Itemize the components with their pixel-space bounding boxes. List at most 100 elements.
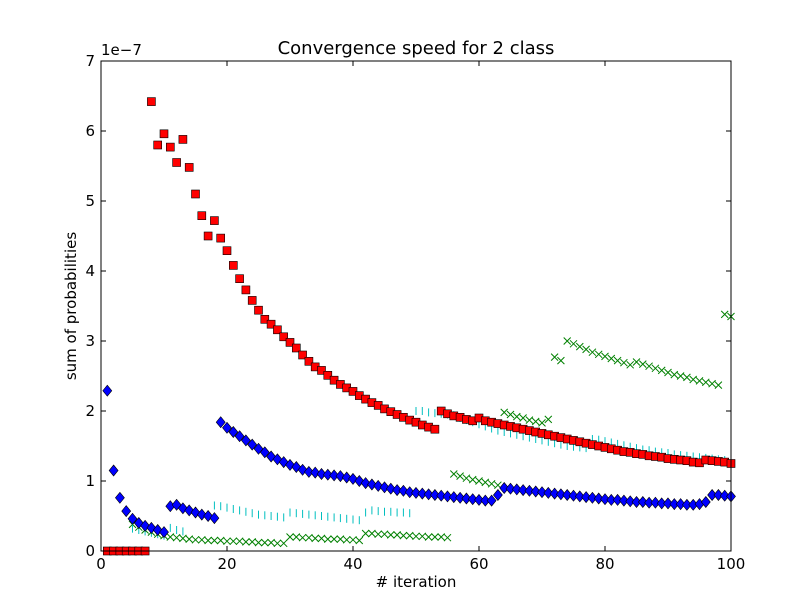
diamond-marker [593, 492, 604, 505]
diamond-marker [530, 485, 541, 498]
x-marker [695, 377, 704, 385]
x-marker [418, 532, 427, 541]
x-marker [557, 356, 565, 365]
x-marker [336, 535, 345, 543]
square-marker [291, 343, 301, 353]
x-marker [305, 533, 313, 542]
x-marker [607, 354, 616, 363]
x-marker [462, 474, 471, 483]
diamond-marker [568, 489, 579, 502]
square-marker [241, 285, 251, 295]
x-marker [626, 360, 635, 369]
diamond-marker [461, 492, 472, 505]
diamond-marker [625, 495, 636, 508]
x-marker [368, 529, 376, 538]
square-marker [254, 305, 263, 315]
x-marker [437, 533, 446, 541]
x-marker [254, 538, 263, 547]
square-marker [216, 233, 225, 243]
chart-title: Convergence speed for 2 class [278, 38, 555, 59]
diamond-marker [310, 466, 321, 479]
x-marker [311, 534, 320, 543]
x-marker [701, 378, 710, 387]
diamond-marker [713, 489, 724, 501]
diamond-marker [392, 484, 402, 497]
x-marker [223, 537, 231, 546]
x-marker [525, 416, 534, 424]
x-marker [531, 417, 540, 426]
x-marker [550, 353, 559, 361]
diamond-marker [486, 494, 497, 507]
diamond-marker [442, 490, 453, 503]
diamond-marker [241, 434, 251, 447]
diamond-marker [574, 490, 585, 503]
x-marker [235, 537, 244, 546]
diamond-marker [637, 496, 648, 508]
diamond-marker [398, 484, 409, 497]
diamond-marker [700, 496, 711, 508]
diamond-marker [423, 488, 434, 501]
y-tick-label: 0 [85, 542, 95, 560]
x-tick-label: 20 [217, 555, 236, 573]
square-marker [210, 216, 219, 225]
x-marker [475, 477, 483, 485]
x-marker [689, 375, 698, 384]
diamond-marker [341, 471, 352, 484]
diamond-marker [247, 438, 258, 451]
x-marker [412, 532, 420, 541]
diamond-marker [379, 481, 390, 494]
x-marker [279, 539, 288, 548]
x-marker [487, 479, 496, 488]
diamond-marker [474, 493, 484, 506]
x-marker [664, 368, 672, 377]
x-marker [431, 533, 439, 541]
diamond-marker [385, 482, 396, 495]
diamond-marker [127, 512, 138, 525]
diamond-marker [209, 512, 220, 525]
x-marker [449, 470, 458, 478]
diamond-marker [159, 526, 169, 539]
square-marker [197, 211, 207, 220]
series-diamond [102, 384, 736, 539]
x-marker [185, 535, 194, 543]
x-marker [519, 414, 527, 422]
x-marker [197, 535, 206, 544]
x-marker [292, 533, 301, 541]
x-marker [500, 408, 509, 417]
diamond-marker [184, 504, 195, 517]
square-marker [260, 314, 270, 324]
square-marker [304, 356, 314, 366]
diamond-marker [612, 493, 623, 506]
x-marker [361, 529, 370, 538]
x-marker [172, 533, 181, 542]
x-marker [620, 358, 628, 367]
x-marker [588, 348, 597, 357]
diamond-marker [587, 491, 598, 504]
y-tick-label: 5 [85, 192, 95, 210]
square-marker [178, 135, 188, 144]
x-tick-label: 100 [717, 555, 746, 573]
diamond-marker [411, 486, 421, 499]
series-square [103, 97, 736, 556]
diamond-marker [675, 498, 686, 511]
diamond-marker [493, 489, 503, 501]
diamond-marker [619, 494, 629, 507]
square-marker [203, 231, 213, 241]
square-marker [323, 370, 333, 380]
square-marker [247, 296, 257, 305]
diamond-marker [455, 491, 465, 504]
diamond-marker [467, 493, 478, 506]
x-tick-label: 60 [469, 555, 488, 573]
diamond-marker [600, 493, 610, 506]
diamond-marker [562, 489, 573, 501]
x-marker [544, 415, 553, 424]
x-marker [210, 536, 219, 545]
diamond-marker [196, 508, 207, 521]
x-marker [720, 310, 729, 319]
diamond-marker [417, 487, 428, 500]
square-marker [298, 350, 307, 360]
x-marker [248, 538, 257, 546]
diamond-marker [448, 491, 459, 504]
square-marker [147, 97, 156, 106]
x-marker [342, 535, 351, 544]
